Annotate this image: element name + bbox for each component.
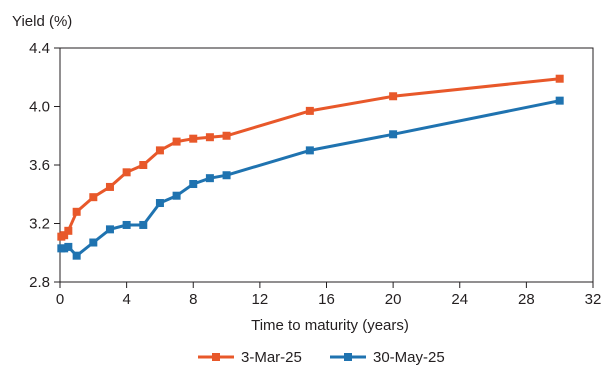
legend-item-2: 30-May-25 (330, 349, 445, 366)
x-tick-label: 32 (585, 291, 602, 308)
y-tick-label: 4.4 (29, 40, 50, 57)
data-point (555, 74, 564, 83)
data-point (89, 238, 98, 247)
data-point (305, 106, 314, 115)
data-point (172, 137, 181, 146)
series-2 (57, 96, 564, 260)
data-point (205, 174, 214, 183)
legend-item-1: 3-Mar-25 (198, 349, 302, 366)
legend-label: 30-May-25 (373, 349, 445, 366)
data-point (89, 193, 98, 202)
data-point (222, 131, 231, 140)
series-1 (57, 74, 564, 241)
x-tick-label: 12 (252, 291, 269, 308)
data-point (64, 226, 73, 235)
data-point (105, 182, 114, 191)
legend-swatch-marker (212, 353, 220, 361)
data-point (105, 225, 114, 234)
data-point (155, 146, 164, 155)
x-tick-label: 8 (189, 291, 197, 308)
data-point (172, 191, 181, 200)
x-tick-label: 4 (122, 291, 130, 308)
data-point (122, 220, 131, 229)
data-point (205, 133, 214, 142)
data-point (389, 130, 398, 139)
y-axis-title: Yield (%) (12, 13, 72, 30)
y-tick-label: 2.8 (29, 274, 50, 291)
data-point (155, 199, 164, 208)
data-point (139, 220, 148, 229)
x-axis-title: Time to maturity (years) (251, 317, 409, 334)
x-tick-label: 20 (385, 291, 402, 308)
data-point (305, 146, 314, 155)
legend: 3-Mar-25 30-May-25 (198, 349, 445, 366)
legend-swatch-marker (344, 353, 352, 361)
data-point (189, 180, 198, 189)
data-point (72, 207, 81, 216)
data-point (222, 171, 231, 180)
y-tick-label: 3.6 (29, 157, 50, 174)
data-point (389, 92, 398, 101)
data-point (189, 134, 198, 143)
data-point (64, 242, 73, 251)
y-tick-label: 3.2 (29, 216, 50, 233)
data-point (60, 231, 69, 240)
x-tick-label: 0 (56, 291, 64, 308)
legend-label: 3-Mar-25 (241, 349, 302, 366)
data-point (72, 251, 81, 260)
x-tick-label: 28 (518, 291, 535, 308)
data-point (139, 161, 148, 169)
y-tick-label: 4.0 (29, 99, 50, 116)
data-point (122, 168, 131, 177)
data-point (555, 96, 564, 105)
series-line (60, 77, 560, 239)
data-point (60, 244, 69, 253)
x-tick-label: 16 (318, 291, 335, 308)
x-tick-label: 24 (451, 291, 468, 308)
series-line (61, 99, 560, 258)
